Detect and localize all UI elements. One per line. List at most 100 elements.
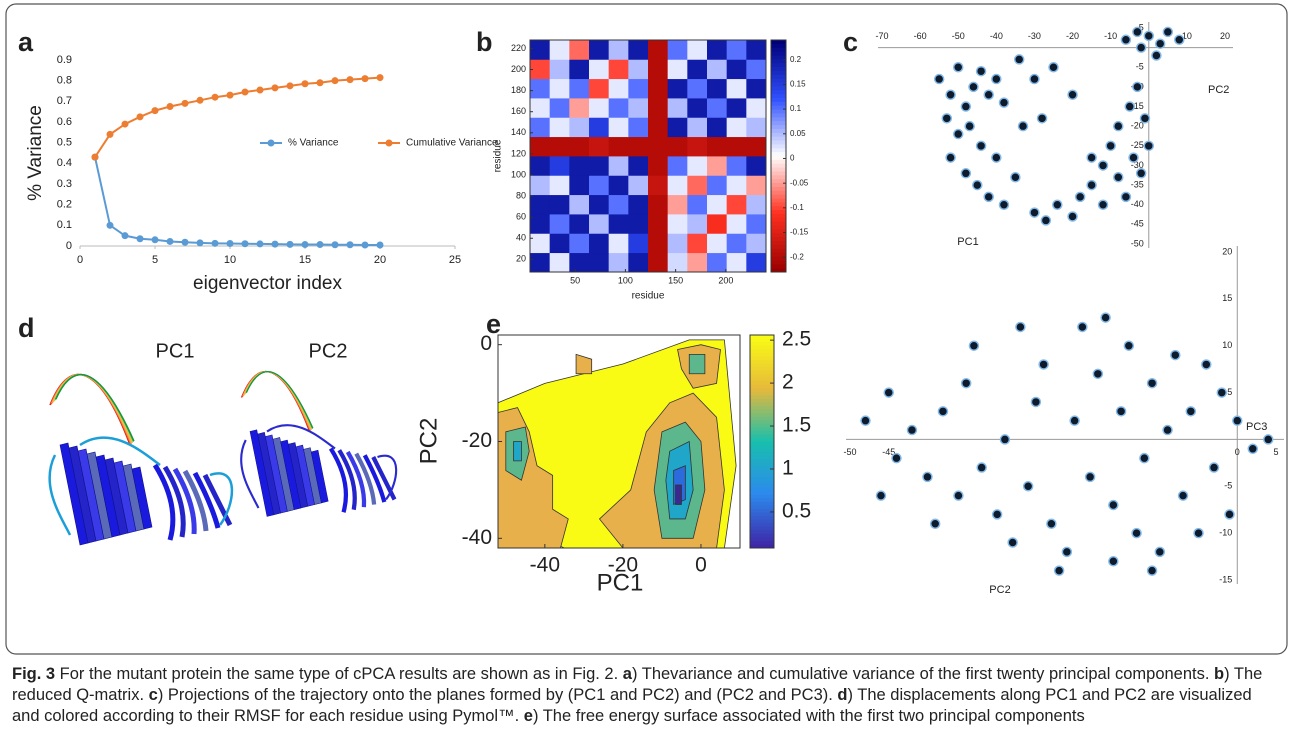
heatmap-cell <box>608 78 629 99</box>
heatmap-cell <box>530 98 551 118</box>
scatter-point <box>1146 377 1158 389</box>
colorbar-step <box>771 190 786 196</box>
y-tick-label: 15 <box>1222 293 1232 303</box>
heatmap-cell <box>589 59 610 80</box>
heatmap-cell <box>707 40 728 60</box>
series-point <box>241 240 249 248</box>
x-tick-label: -60 <box>914 31 927 41</box>
y-tick-label: -35 <box>1131 179 1144 189</box>
y-tick-label: -30 <box>1131 160 1144 170</box>
series-point <box>211 239 219 247</box>
legend-marker <box>267 139 275 147</box>
heatmap-cell <box>549 59 570 80</box>
scatter-point <box>1040 215 1052 226</box>
y-tick-label: 5 <box>1227 387 1232 397</box>
y-tick-label: 0.5 <box>57 137 72 149</box>
colorbar-step <box>750 381 774 386</box>
heatmap-cell <box>628 252 649 273</box>
scatter-point <box>883 387 894 398</box>
colorbar-step <box>771 175 786 180</box>
colorbar-tick-label: 1.5 <box>782 414 811 437</box>
series-point <box>196 96 204 104</box>
x-tick-label: -70 <box>875 31 888 41</box>
scatter-point <box>1185 406 1197 417</box>
series-point <box>151 236 159 244</box>
scatter-point <box>1124 101 1135 112</box>
loop <box>240 424 398 509</box>
heatmap-cell <box>726 40 747 60</box>
colorbar-tick-label: 0 <box>790 154 795 163</box>
colorbar-step <box>750 338 774 343</box>
heatmap-cell <box>726 98 747 118</box>
x-axis-label: PC1 <box>597 569 644 596</box>
y-tick-label: 0.7 <box>57 95 72 107</box>
colorbar-step <box>771 55 786 60</box>
heatmap-cell <box>589 194 610 215</box>
y-tick-label: -25 <box>1131 140 1144 150</box>
heatmap-cell <box>549 136 570 157</box>
figure-frame <box>5 3 1288 655</box>
y-tick-label: 0 <box>480 332 492 355</box>
ribbon-strand <box>243 371 312 430</box>
series-point <box>166 237 174 245</box>
scatter-point <box>1177 490 1189 501</box>
heatmap-cell <box>667 98 688 118</box>
series-point <box>196 239 204 247</box>
colorbar-step <box>771 148 786 153</box>
colorbar-step <box>771 260 786 265</box>
caption-text: Fig. 3 <box>12 665 56 683</box>
heatmap-cell <box>667 40 688 60</box>
colorbar-step <box>750 455 774 460</box>
colorbar-step <box>771 94 786 99</box>
scatter-point <box>1162 26 1174 38</box>
scatter-point <box>922 471 933 483</box>
heatmap-cell <box>569 214 590 234</box>
heatmap-cell <box>549 175 570 196</box>
scatter-point <box>1030 396 1042 408</box>
scatter-point <box>1015 321 1026 333</box>
colorbar-step <box>750 526 774 531</box>
scatter-point <box>1036 113 1048 124</box>
colorbar-tick-label: 2 <box>782 371 794 394</box>
y-tick-label: 20 <box>516 254 526 264</box>
heatmap-cell <box>589 156 610 176</box>
colorbar-step <box>750 402 774 407</box>
y-tick-label: -5 <box>1224 481 1232 491</box>
caption-text: e <box>523 707 533 725</box>
scatter-point <box>1151 50 1162 61</box>
colorbar-step <box>750 505 774 510</box>
scatter-point <box>1120 34 1132 46</box>
caption-text: ) Thevariance and cumulative variance of… <box>631 665 1215 683</box>
heatmap-cell <box>569 136 590 157</box>
heatmap-cell <box>707 136 728 157</box>
y-tick-label: 0.9 <box>57 54 72 66</box>
heatmap-cell <box>667 175 688 196</box>
ribbon-strand <box>53 373 134 443</box>
scatter-point <box>1061 546 1073 558</box>
caption-text: c <box>148 686 158 704</box>
scatter-point <box>945 152 956 163</box>
y-tick-label: 80 <box>516 190 526 200</box>
scatter-point <box>1100 312 1111 323</box>
colorbar-step <box>771 167 786 172</box>
scatter-point <box>1135 168 1147 179</box>
heatmap-cell <box>707 175 728 196</box>
scatter-point <box>1022 481 1034 492</box>
ribbon-strand <box>244 371 313 430</box>
colorbar-step <box>750 501 774 506</box>
scatter-point <box>1146 565 1158 576</box>
colorbar-step <box>750 345 774 350</box>
heatmap-cell <box>589 98 610 118</box>
scatter-point <box>1201 359 1212 370</box>
heatmap-cell <box>628 98 649 118</box>
colorbar-frame <box>770 39 787 273</box>
heatmap-cell <box>530 175 551 196</box>
scatter-point <box>975 65 987 77</box>
scatter-point <box>1224 509 1235 520</box>
scatter-point <box>964 120 975 132</box>
colorbar-step <box>771 63 786 68</box>
contour-region <box>688 353 706 375</box>
scatter-point <box>1029 73 1040 85</box>
colorbar-tick-label: -0.1 <box>790 203 804 212</box>
y-tick-label: -10 <box>1219 528 1232 538</box>
